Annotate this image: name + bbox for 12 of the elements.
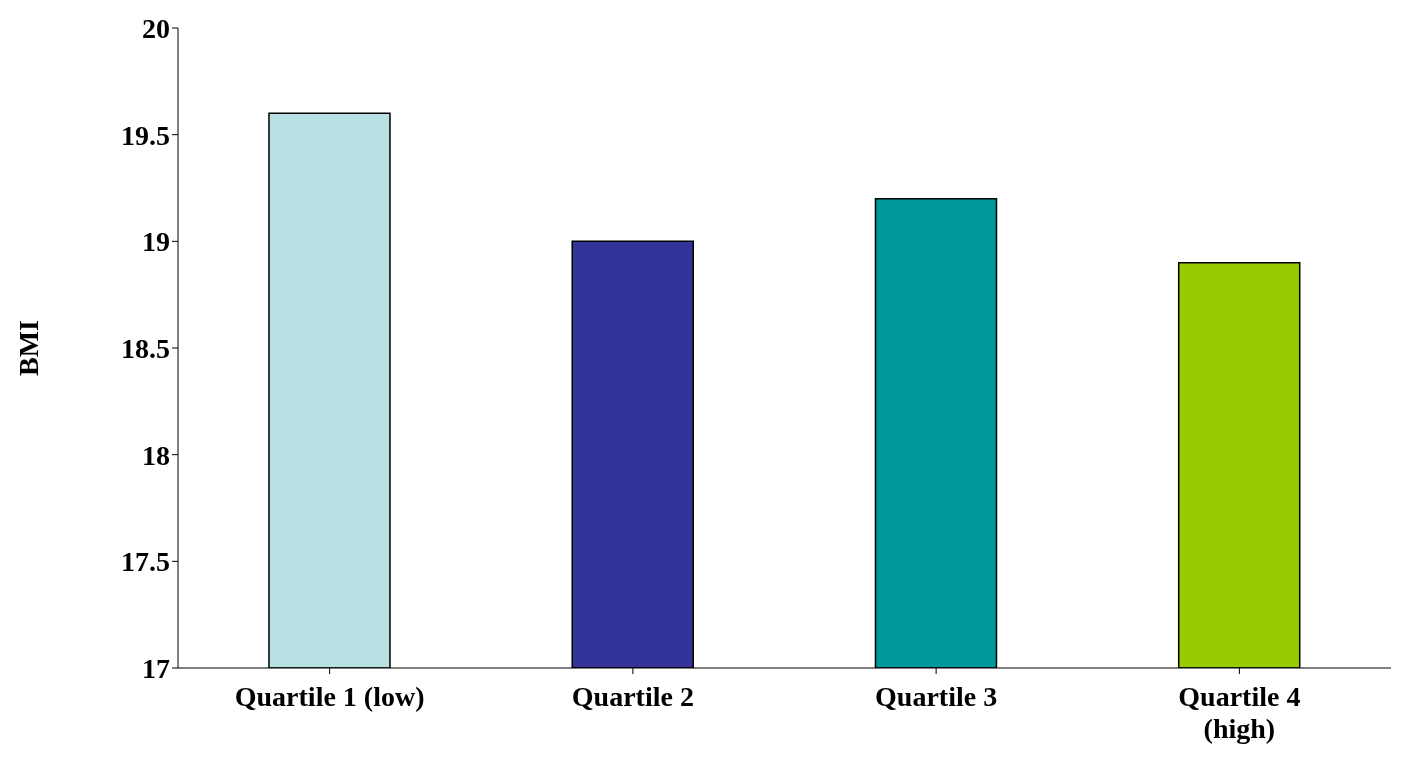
y-tick-label: 19.5 <box>121 119 170 151</box>
y-tick-label: 17.5 <box>121 546 170 578</box>
y-tick-label: 18.5 <box>121 332 170 364</box>
y-tick-label: 19 <box>142 226 170 258</box>
y-tick-label: 20 <box>142 12 170 44</box>
y-axis-title: BMI <box>12 320 44 376</box>
x-tick-label: Quartile 2 <box>571 681 694 712</box>
x-tick-label: Quartile 1 (low) <box>234 681 425 712</box>
y-tick-label: 18 <box>142 439 170 471</box>
y-tick-label: 17 <box>142 652 170 684</box>
x-tick-label: Quartile 4 (high) <box>1178 681 1301 744</box>
x-tick-label: Quartile 3 <box>875 681 998 712</box>
